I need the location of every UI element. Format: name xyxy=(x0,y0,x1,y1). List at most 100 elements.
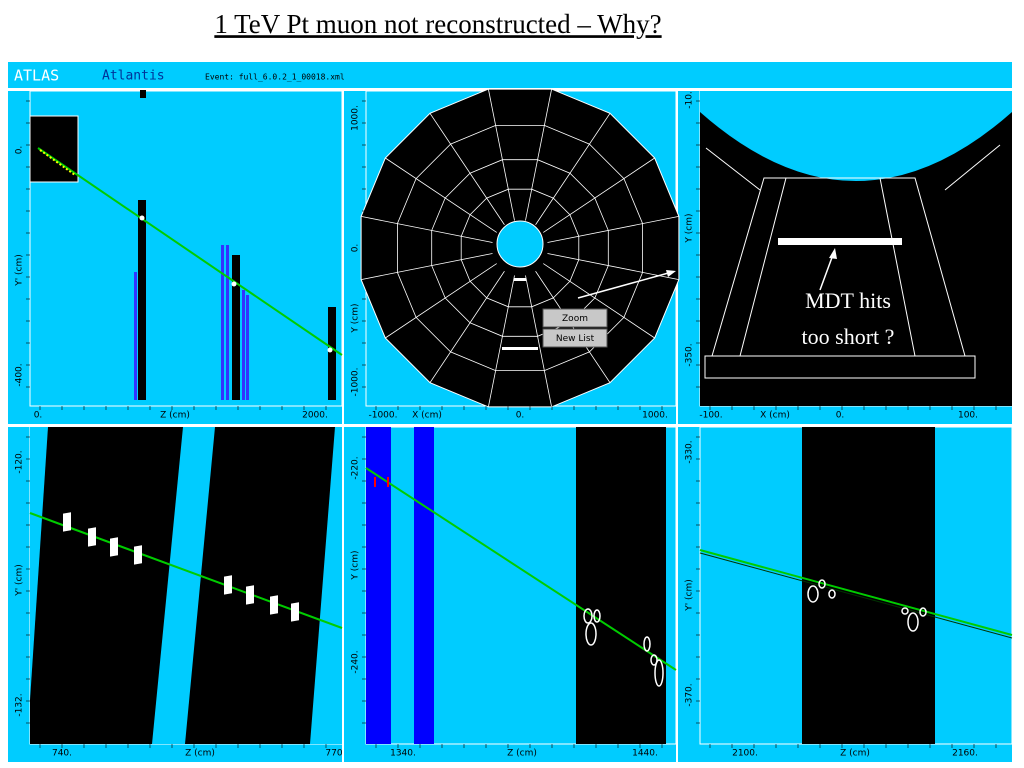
menu-button[interactable] xyxy=(542,328,608,348)
x-tick-label: -100. xyxy=(699,411,722,421)
y-axis-label: Y (cm) xyxy=(351,303,361,333)
chamber-outline xyxy=(944,144,1001,191)
drift-circle xyxy=(919,607,927,617)
spoke xyxy=(525,89,552,221)
drift-circle xyxy=(907,612,919,632)
dark-chamber xyxy=(576,427,666,744)
arrow-head xyxy=(829,248,837,259)
menu-button-label: Zoom xyxy=(562,314,588,324)
y-tick-label: -350. xyxy=(685,343,695,366)
track xyxy=(699,552,1013,639)
muon-chamber xyxy=(138,200,146,400)
x-tick-label: 740. xyxy=(52,749,72,759)
x-tick-label: 1340. xyxy=(390,749,416,759)
menu-button[interactable] xyxy=(542,308,608,328)
drift-circle xyxy=(901,607,909,615)
y-tick-label: -370. xyxy=(685,683,695,706)
gap xyxy=(30,427,48,700)
y-tick-label: 0. xyxy=(351,244,361,253)
spoke xyxy=(361,216,493,243)
hit xyxy=(88,527,96,547)
y-tick-label: 0. xyxy=(15,146,25,155)
chamber-highlight xyxy=(502,347,538,350)
spoke xyxy=(361,253,493,280)
hit xyxy=(270,595,278,615)
y-tick-label: -240. xyxy=(351,650,361,673)
hit xyxy=(327,347,333,353)
rpc-hit xyxy=(374,477,376,487)
inner-detector xyxy=(496,220,544,268)
y-axis-label: Y (cm) xyxy=(685,213,695,243)
spoke xyxy=(547,253,679,280)
chamber-outline xyxy=(704,355,976,379)
track-inset xyxy=(39,149,76,176)
mdt-hits xyxy=(778,238,902,245)
event-name: Event: full_6.0.2_1_00018.xml xyxy=(205,73,345,82)
x-tick-label: 1440. xyxy=(632,749,658,759)
drift-circle xyxy=(643,636,651,652)
y-axis-label: Y' (cm) xyxy=(15,564,25,597)
drift-circle xyxy=(650,654,658,666)
x-axis-label: Z (cm) xyxy=(840,749,870,759)
rpc-chamber xyxy=(242,290,245,400)
y-tick-label: 1000. xyxy=(351,105,361,131)
y-tick-label: -10. xyxy=(685,91,695,109)
y-tick-label: -120. xyxy=(15,450,25,473)
y-tick-label: -132. xyxy=(15,693,25,716)
muon-chamber xyxy=(232,255,240,400)
arrow-head xyxy=(666,270,676,277)
chamber-outline xyxy=(705,147,761,191)
hit xyxy=(63,512,71,532)
hit xyxy=(246,585,254,605)
track xyxy=(37,147,343,356)
pointer-arrow xyxy=(577,271,673,299)
rpc-chamber xyxy=(226,245,229,400)
x-axis-label: X (cm) xyxy=(412,411,442,421)
x-axis-label: Z (cm) xyxy=(185,749,215,759)
x-tick-label: 770 xyxy=(325,749,342,759)
blue-chamber xyxy=(414,427,434,744)
spoke xyxy=(488,89,515,221)
x-tick-label: 0. xyxy=(516,411,525,421)
panels: Zoom New List MDT hits too short ? 0. -400. Y'… xyxy=(8,88,1013,762)
x-tick-label: 1000. xyxy=(642,411,668,421)
track xyxy=(699,549,1013,636)
slide-title: 1 TeV Pt muon not reconstructed – Why? xyxy=(214,9,661,39)
x-axis-label: X (cm) xyxy=(760,411,790,421)
hit xyxy=(139,215,145,221)
annotation-arrow xyxy=(819,251,835,291)
spoke xyxy=(547,216,679,243)
gap xyxy=(152,427,215,744)
y-axis-label: Y (cm) xyxy=(351,550,361,580)
x-tick-label: 0. xyxy=(836,411,845,421)
hit xyxy=(291,602,299,622)
y-axis-label: Y' (cm) xyxy=(15,254,25,287)
spoke xyxy=(488,275,515,407)
track xyxy=(29,512,343,629)
rpc-chamber xyxy=(134,272,137,400)
spoke xyxy=(385,157,497,233)
drift-circle xyxy=(807,585,819,603)
y-tick-label: -400. xyxy=(15,363,25,386)
gap xyxy=(310,427,342,744)
annotation: too short ? xyxy=(802,324,895,349)
y-axis-label: Y' (cm) xyxy=(685,579,695,612)
x-tick-label: 0. xyxy=(34,411,43,421)
drift-circle xyxy=(585,622,597,646)
spoke xyxy=(543,263,655,339)
cyan-cavity xyxy=(700,91,1012,181)
experiment-name: ATLAS xyxy=(14,67,59,85)
spoke xyxy=(429,113,505,225)
hit xyxy=(134,545,142,565)
y-tick-label: -220. xyxy=(351,456,361,479)
x-tick-label: 100. xyxy=(958,411,978,421)
drift-circle xyxy=(593,609,601,623)
x-tick-label: 2160. xyxy=(952,749,978,759)
y-tick-label: -1000. xyxy=(351,367,361,396)
spoke xyxy=(385,263,497,339)
spoke xyxy=(525,275,552,407)
blue-chamber xyxy=(366,427,391,744)
menu-button-label: New List xyxy=(556,334,595,344)
y-tick-label: -330. xyxy=(685,440,695,463)
